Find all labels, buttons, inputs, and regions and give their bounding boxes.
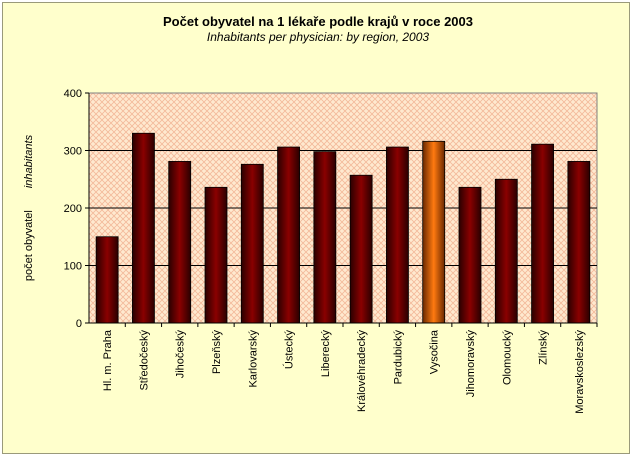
bar-olomouck-: [494, 178, 518, 324]
x-tick-label: Královéhradecký: [356, 330, 368, 412]
x-tick-label: Liberecký: [320, 330, 332, 378]
bar-pardubick-: [386, 146, 409, 324]
x-tick-label: Moravskoslezský: [574, 330, 586, 414]
x-tick-label: Plzeňský: [211, 330, 223, 375]
x-tick-label: Středočeský: [138, 330, 150, 391]
x-tick-label: Jihočeský: [175, 330, 187, 379]
bar-libereck-: [313, 151, 337, 324]
bar--steck-: [277, 146, 300, 324]
x-tick-label: Hl. m. Praha: [102, 329, 114, 391]
y-tick-label: 400: [64, 88, 82, 100]
y-tick-label: 200: [64, 203, 82, 215]
bar-hl-m-praha: [95, 236, 119, 324]
bar-plze-sk-: [204, 186, 228, 324]
x-tick-label: Olomoucký: [501, 330, 513, 386]
x-tick-label: Karlovarský: [247, 330, 259, 388]
y-tick-label: 100: [64, 261, 82, 273]
chart-subtitle: Inhabitants per physician: by region, 20…: [206, 30, 430, 44]
bar-st-edo-esk-: [132, 132, 155, 324]
title-block: Počet obyvatel na 1 lékaře podle krajů v…: [0, 14, 636, 44]
bar-kr-lov-hradeck-: [349, 174, 373, 324]
x-tick-label: Jihomoravský: [465, 330, 477, 398]
y-axis-label-en: inhabitants: [23, 134, 35, 188]
bar-zl-nsk-: [531, 143, 554, 324]
bar-moravskoslezsk-: [567, 161, 591, 324]
bar-vyso-ina: [422, 140, 446, 324]
bar-jihomoravsk-: [458, 186, 482, 324]
x-axis-ticks: Hl. m. Praha Středočeský Jihočeský Plzeňský…: [102, 323, 598, 414]
x-tick-label: Vysočina: [429, 329, 441, 374]
y-axis-label-cz: počet obyvatel: [23, 210, 35, 281]
y-tick-label: 0: [76, 318, 82, 330]
x-tick-label: Pardubický: [392, 330, 404, 385]
y-tick-label: 300: [64, 146, 82, 158]
x-tick-label: Zlínský: [538, 330, 550, 365]
chart-title: Počet obyvatel na 1 lékaře podle krajů v…: [163, 14, 473, 29]
y-axis-label: počet obyvatel inhabitants: [23, 134, 35, 281]
y-axis-ticks: 0 100 200 300 400: [64, 88, 89, 330]
x-tick-label: Ústecký: [283, 330, 296, 370]
bar-karlovarsk-: [240, 163, 264, 324]
bars: [95, 132, 591, 324]
bar-jiho-esk-: [168, 161, 192, 324]
